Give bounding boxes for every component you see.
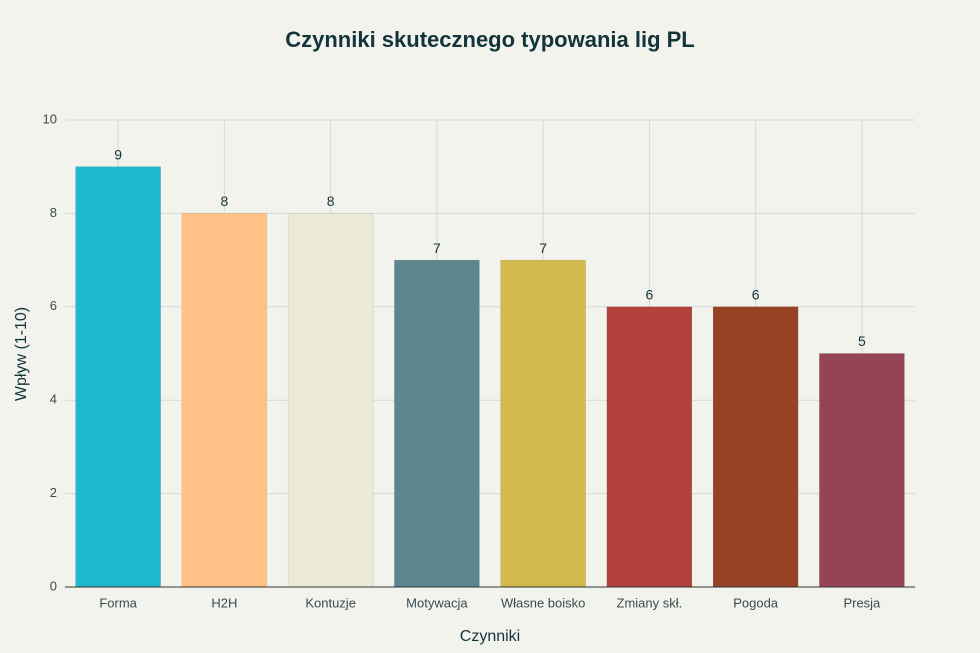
bar bbox=[606, 306, 693, 588]
bar bbox=[500, 259, 586, 588]
x-tick-label: Zmiany skł. bbox=[617, 595, 683, 610]
value-label: 7 bbox=[539, 240, 547, 256]
x-tick-label: Presja bbox=[843, 595, 881, 610]
bar bbox=[75, 166, 161, 588]
value-label: 6 bbox=[645, 287, 653, 303]
value-label: 9 bbox=[114, 146, 122, 162]
value-label: 6 bbox=[752, 287, 760, 303]
y-tick-label: 10 bbox=[43, 111, 57, 126]
x-tick-label: Forma bbox=[99, 595, 137, 610]
value-label: 8 bbox=[220, 193, 228, 209]
value-label: 8 bbox=[327, 193, 335, 209]
chart-title: Czynniki skutecznego typowania lig PL bbox=[285, 27, 695, 52]
y-axis-title: Wpływ (1-10) bbox=[13, 307, 30, 401]
value-label: 7 bbox=[433, 240, 441, 256]
x-tick-label: Motywacja bbox=[406, 595, 468, 610]
value-label: 5 bbox=[858, 333, 866, 349]
bar bbox=[394, 259, 480, 588]
y-tick-label: 8 bbox=[50, 205, 57, 220]
y-tick-label: 2 bbox=[50, 485, 57, 500]
bar bbox=[287, 213, 374, 588]
x-axis-title: Czynniki bbox=[460, 628, 520, 645]
bar bbox=[712, 306, 799, 588]
x-tick-label: Pogoda bbox=[733, 595, 779, 610]
y-tick-label: 0 bbox=[50, 578, 57, 593]
x-tick-label: H2H bbox=[211, 595, 237, 610]
y-tick-label: 6 bbox=[50, 298, 57, 313]
x-tick-label: Kontuzje bbox=[305, 595, 356, 610]
bar bbox=[819, 353, 905, 588]
y-tick-label: 4 bbox=[50, 392, 57, 407]
bar bbox=[181, 213, 268, 588]
x-tick-label: Własne boisko bbox=[501, 595, 586, 610]
